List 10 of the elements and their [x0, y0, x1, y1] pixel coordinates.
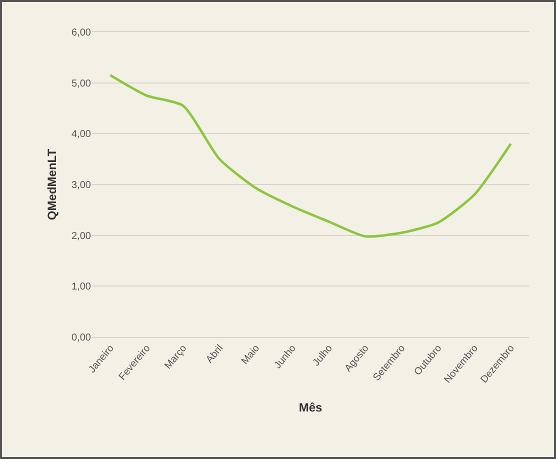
y-tick-label: 4,00 — [72, 129, 92, 140]
y-tick-label: 5,00 — [72, 78, 92, 90]
y-tick-label: 6,00 — [72, 28, 92, 38]
y-tick-label: 1,00 — [72, 282, 92, 293]
y-tick-label: 3,00 — [72, 180, 92, 191]
y-tick-label: 0,00 — [72, 332, 92, 344]
x-axis-title: Mês — [298, 400, 322, 414]
y-tick-label: 2,00 — [72, 230, 92, 242]
y-axis-title: QMedMenLT — [44, 148, 59, 220]
line-series — [108, 74, 512, 238]
